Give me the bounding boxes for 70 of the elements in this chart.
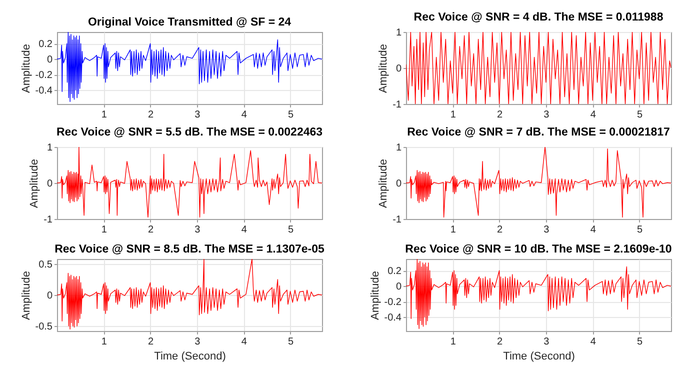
y-tick-label: 0.2 — [38, 39, 53, 50]
y-tick-label: -0.5 — [35, 322, 53, 333]
x-tick-label: 1 — [101, 110, 108, 120]
chart-title: Rec Voice @ SNR = 4 dB. The MSE = 0.011988 — [414, 12, 664, 24]
x-tick-label: 1 — [101, 336, 108, 348]
x-tick-label: 4 — [241, 224, 248, 236]
y-axis-title: Amplitude — [378, 44, 390, 93]
y-tick-label: 0 — [46, 290, 53, 302]
y-tick-label: -0.2 — [384, 297, 402, 308]
y-tick-label: 1 — [46, 142, 53, 154]
line-series — [57, 259, 322, 330]
line-series — [57, 32, 322, 102]
x-tick-label: 5 — [636, 110, 643, 120]
x-tick-label: 3 — [194, 110, 201, 120]
chart-title: Original Voice Transmitted @ SF = 24 — [88, 16, 292, 28]
x-tick-label: 5 — [636, 336, 643, 348]
x-axis-title: Time (Second) — [503, 350, 575, 362]
y-tick-label: -1 — [392, 214, 402, 226]
x-tick-label: 2 — [148, 110, 154, 120]
x-tick-label: 3 — [194, 336, 201, 348]
y-tick-label: 0.2 — [388, 266, 402, 278]
x-tick-label: 1 — [450, 224, 456, 236]
y-tick-label: -1 — [392, 100, 402, 110]
line-series — [406, 32, 671, 104]
x-tick-label: 4 — [241, 336, 248, 348]
y-tick-label: 0 — [396, 178, 402, 190]
line-series — [406, 259, 671, 330]
y-tick-label: -0.2 — [35, 70, 53, 82]
y-tick-label: 1 — [396, 142, 402, 154]
y-axis-title: Amplitude — [20, 271, 32, 320]
x-tick-label: 3 — [194, 224, 201, 236]
x-axis-title: Time (Second) — [154, 350, 226, 362]
x-tick-label: 5 — [288, 110, 294, 120]
x-tick-label: 2 — [148, 224, 154, 236]
y-tick-label: -0.4 — [35, 86, 53, 97]
x-tick-label: 1 — [101, 224, 108, 236]
x-tick-label: 4 — [241, 110, 248, 120]
x-tick-label: 3 — [544, 336, 550, 348]
chart-title: Rec Voice @ SNR = 10 dB. The MSE = 2.1609e-10 — [405, 244, 672, 256]
x-tick-label: 4 — [590, 224, 596, 236]
y-tick-label: -1 — [44, 214, 53, 226]
line-series — [406, 147, 671, 218]
y-axis-title: Amplitude — [28, 159, 41, 208]
x-tick-label: 3 — [544, 224, 550, 236]
y-tick-label: -0.4 — [384, 312, 402, 324]
x-tick-label: 3 — [544, 110, 550, 120]
x-tick-label: 2 — [497, 336, 504, 348]
x-tick-label: 2 — [497, 224, 504, 236]
x-tick-label: 4 — [590, 110, 596, 120]
x-tick-label: 2 — [497, 110, 504, 120]
y-tick-label: 1 — [396, 28, 402, 38]
x-tick-label: 1 — [450, 336, 456, 348]
chart-title: Rec Voice @ SNR = 7 dB. The MSE = 0.00021817 — [407, 126, 670, 138]
y-axis-title: Amplitude — [20, 44, 32, 93]
x-tick-label: 5 — [288, 336, 294, 348]
y-tick-label: 0 — [396, 64, 402, 74]
y-tick-label: 0.5 — [38, 259, 53, 270]
x-tick-label: 2 — [148, 336, 154, 348]
x-tick-label: 5 — [636, 224, 643, 236]
x-tick-label: 4 — [590, 336, 596, 348]
x-tick-label: 5 — [288, 224, 294, 236]
y-tick-label: 0 — [46, 178, 53, 190]
y-axis-title: Amplitude — [369, 271, 382, 320]
y-axis-title: Amplitude — [378, 159, 390, 208]
chart-title: Rec Voice @ SNR = 5.5 dB. The MSE = 0.0022463 — [56, 126, 323, 138]
line-series — [57, 147, 322, 218]
y-tick-label: 0 — [396, 282, 402, 293]
chart-title: Rec Voice @ SNR = 8.5 dB. The MSE = 1.1307e-05 — [54, 243, 326, 256]
x-tick-label: 1 — [450, 110, 456, 120]
y-tick-label: 0 — [46, 54, 53, 66]
